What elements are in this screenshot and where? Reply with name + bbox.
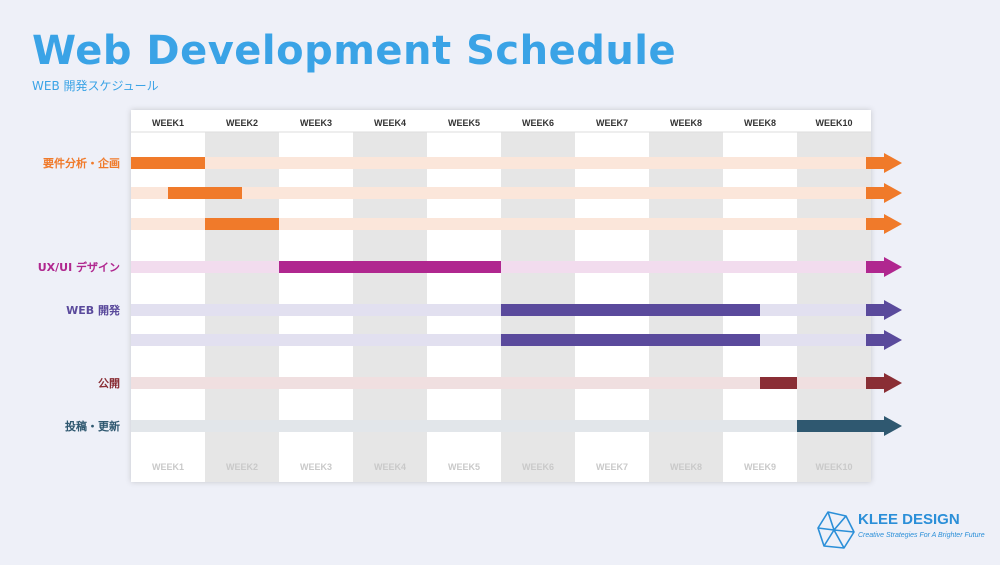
task-bar [131,157,205,169]
week-label-bottom: WEEK8 [670,462,702,472]
task-bar [501,334,760,346]
polyhedron-icon [817,511,855,549]
task-arrow-head [884,330,902,350]
task-arrow-head [884,416,902,436]
task-arrow-head [884,257,902,277]
task-arrow-head [884,183,902,203]
task-arrow-shaft [866,377,884,389]
week-label-top: WEEK2 [226,118,258,128]
week-label-top: WEEK10 [815,118,852,128]
week-label-bottom: WEEK1 [152,462,184,472]
week-label-bottom: WEEK4 [374,462,406,472]
task-bar [168,187,242,199]
task-group-label: 投稿・更新 [65,419,120,433]
page-title: Web Development Schedule [32,28,677,74]
task-track [131,218,866,230]
task-arrow-shaft [866,157,884,169]
week-label-bottom: WEEK6 [522,462,554,472]
task-arrow-shaft [866,304,884,316]
week-label-top: WEEK7 [596,118,628,128]
task-group-label: 要件分析・企画 [43,156,120,170]
task-track [131,420,866,432]
week-label-bottom: WEEK7 [596,462,628,472]
week-label-bottom: WEEK9 [744,462,776,472]
week-label-top: WEEK4 [374,118,406,128]
week-label-top: WEEK6 [522,118,554,128]
week-label-top: WEEK8 [670,118,702,128]
week-label-top: WEEK1 [152,118,184,128]
task-arrow-shaft [866,187,884,199]
task-bar [760,377,797,389]
week-label-bottom: WEEK3 [300,462,332,472]
task-arrow-head [884,214,902,234]
company-logo: KLEE DESIGN Creative Strategies For A Br… [816,508,986,552]
task-arrow-head [884,153,902,173]
page-subtitle: WEB 開発スケジュール [32,79,159,93]
task-arrow-head [884,300,902,320]
logo-tagline: Creative Strategies For A Brighter Futur… [858,532,985,539]
task-arrow-shaft [866,218,884,230]
week-label-bottom: WEEK5 [448,462,480,472]
task-arrow-shaft [866,334,884,346]
week-label-bottom: WEEK10 [815,462,852,472]
task-bar [205,218,279,230]
task-bar [501,304,760,316]
task-arrow-head [884,373,902,393]
task-track [131,377,866,389]
task-group-label: 公開 [98,377,120,390]
task-bar [797,420,871,432]
week-label-top: WEEK3 [300,118,332,128]
logo-name: KLEE DESIGN [858,511,960,528]
week-label-top: WEEK5 [448,118,480,128]
task-group-label: UX/UI デザイン [38,260,120,274]
task-track [131,157,866,169]
task-group-label: WEB 開発 [66,303,121,317]
task-bar [279,261,501,273]
task-arrow-shaft [866,261,884,273]
week-label-top: WEEK8 [744,118,776,128]
task-track [131,187,866,199]
week-label-bottom: WEEK2 [226,462,258,472]
